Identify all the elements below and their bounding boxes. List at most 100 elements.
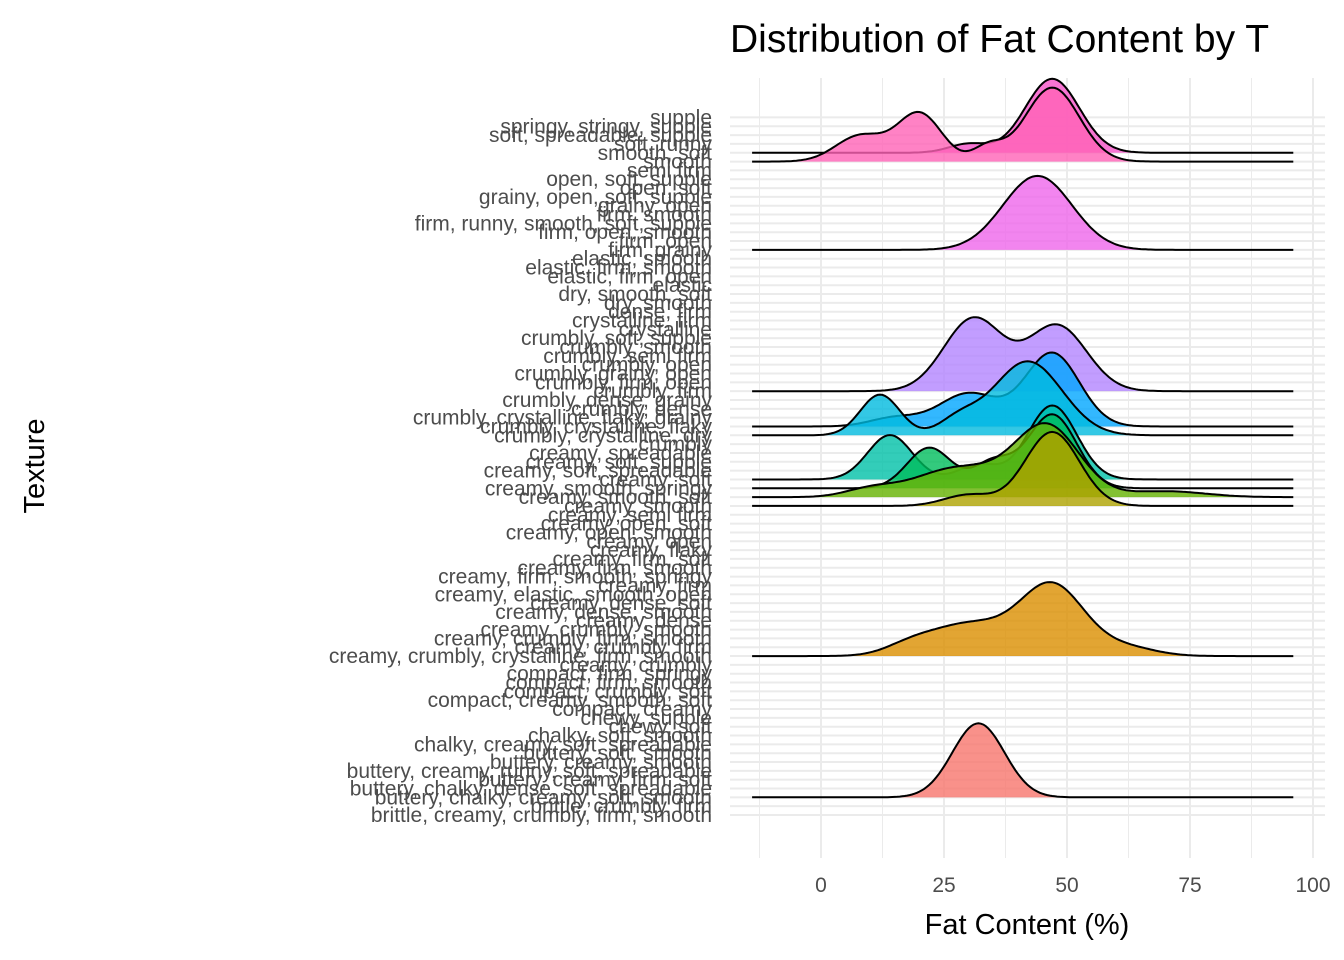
ridge-fill: [752, 582, 1294, 657]
y-tick-label: compact, creamy: [552, 698, 712, 721]
y-tick-label: buttery, soft, smooth: [523, 742, 712, 765]
ridge-outline: [752, 360, 1294, 437]
y-tick-label: creamy, firm, smooth, springy: [438, 566, 712, 589]
y-tick-label: crumbly: [638, 433, 712, 456]
y-tick-label: soft, spreadable, supple: [489, 124, 712, 147]
ridge-fill: [752, 361, 1294, 436]
y-tick-label: creamy, firm, soft: [553, 548, 713, 571]
y-tick-label: creamy, crumbly, smooth: [481, 619, 712, 642]
y-tick-label: buttery, chalky, creamy, soft, smooth: [375, 786, 712, 809]
y-tick-label: open, soft, supple: [546, 168, 712, 191]
ridge-18: [752, 581, 1294, 658]
y-tick-label: compact, firm, smooth: [505, 672, 712, 695]
ridge-48: [752, 316, 1294, 393]
ridge-35: [752, 430, 1294, 507]
y-tick-label: creamy, semi firm: [548, 504, 712, 527]
y-tick-label: firm, runny, smooth, soft, supple: [415, 212, 712, 235]
y-tick-label: creamy, flaky: [590, 539, 713, 562]
y-tick-label: elastic: [652, 274, 712, 297]
y-tick-label: buttery, creamy, firm, soft: [478, 769, 712, 792]
x-tick-labels: 0 25 50 75 100: [815, 874, 1330, 897]
y-tick-label: crumbly, smooth: [560, 336, 713, 359]
ridge-fill: [752, 175, 1294, 250]
y-tick-label: brittle, crumbly, firm: [530, 795, 712, 818]
y-tick-label: creamy, elastic, smooth, open: [435, 583, 712, 606]
y-tick-label: creamy, firm: [598, 574, 712, 597]
y-tick-label: firm, grainy: [608, 239, 712, 262]
x-tick-label: 25: [932, 874, 955, 897]
y-tick-label: supple: [650, 106, 712, 129]
y-tick-label: smooth, soft: [598, 142, 713, 165]
y-tick-label: creamy, smooth, soft: [519, 486, 713, 509]
y-tick-label: creamy, smooth, springy: [485, 477, 713, 500]
y-tick-label: creamy, soft, supple: [526, 451, 712, 474]
y-tick-label: creamy, crumbly, crystalline, firm, smoo…: [329, 645, 712, 668]
y-tick-label: grainy, open, soft, supple: [479, 186, 712, 209]
chart-title: Distribution of Fat Content by T: [730, 18, 1269, 61]
y-tick-label: creamy, crumbly: [560, 654, 713, 677]
y-tick-label: creamy, crumbly, firm: [514, 636, 712, 659]
y-tick-label: creamy, dense: [576, 610, 712, 633]
y-tick-label: firm, smooth: [596, 204, 712, 227]
ridge-fill: [752, 317, 1294, 392]
ridge-outline: [752, 86, 1294, 163]
y-tick-label: creamy, open, smooth: [506, 521, 712, 544]
x-tick-label: 100: [1295, 874, 1330, 897]
ridge-36: [752, 422, 1294, 499]
y-tick-label: crumbly, semi firm: [543, 345, 712, 368]
y-tick-label: dense, firm: [608, 301, 712, 324]
y-tick-label: elastic, firm, smooth: [525, 257, 712, 280]
y-tick-label: crumbly, soft, supple: [521, 327, 712, 350]
y-tick-label: crumbly, firm: [593, 380, 712, 403]
y-tick-label: soft, runny: [614, 133, 713, 156]
x-tick-label: 50: [1055, 874, 1078, 897]
y-tick-label: open, soft: [620, 177, 712, 200]
y-tick-label: smooth: [643, 151, 712, 174]
y-tick-label: firm, open, smooth: [538, 221, 712, 244]
ridge-fill: [752, 423, 1294, 498]
y-tick-label: elastic, firm, open: [547, 265, 712, 288]
y-tick-label: creamy, open: [586, 530, 712, 553]
ridges: [752, 77, 1294, 799]
y-tick-label: creamy, firm, smooth: [518, 557, 712, 580]
y-tick-label: chewy, soft: [609, 716, 713, 739]
y-tick-label: brittle, creamy, crumbly, firm, smooth: [371, 804, 712, 827]
y-tick-label: chalky, soft, smooth: [528, 725, 712, 748]
y-tick-label: chewy, supple: [580, 707, 712, 730]
x-tick-label: 0: [815, 874, 827, 897]
y-tick-label: creamy, dense, soft: [530, 592, 712, 615]
y-tick-label: crumbly, dense: [571, 398, 712, 421]
y-tick-label: creamy, crumbly, firm, smooth: [434, 627, 712, 650]
y-tick-label: buttery, creamy, runny, soft, spreadable: [347, 760, 712, 783]
y-tick-label: creamy, dense, smooth: [495, 601, 712, 624]
y-tick-label: creamy, soft, spreadable: [484, 460, 712, 483]
y-tick-label: grainy, open: [598, 195, 712, 218]
y-tick-label: crumbly, dense, grainy: [502, 389, 712, 412]
y-tick-label: crumbly, crystalline, dry: [494, 424, 712, 447]
y-tick-label: compact, crumbly, soft: [503, 680, 712, 703]
ridge-43: [752, 360, 1294, 437]
ridge-outline: [752, 174, 1294, 251]
ridge-64: [752, 174, 1294, 251]
ridge-fill: [752, 431, 1294, 506]
y-tick-label: crystalline, firm: [572, 310, 712, 333]
y-tick-label: creamy, spreadable: [529, 442, 712, 465]
y-tick-label: buttery, chalky, dense, soft, spreadable: [350, 778, 712, 801]
ridge-74: [752, 86, 1294, 163]
y-tick-label: dry, smooth: [604, 292, 712, 315]
y-tick-label: crystalline: [619, 318, 712, 341]
y-tick-label: dry, smooth, soft: [558, 283, 712, 306]
ridge-fill: [752, 87, 1294, 162]
y-tick-label: crumbly, open: [582, 354, 712, 377]
ridge-fill: [752, 723, 1294, 798]
ridge-2: [752, 722, 1294, 799]
y-tick-labels: brittle, creamy, crumbly, firm, smoothbr…: [329, 106, 713, 827]
y-tick-label: springy, stringy, supple: [500, 115, 712, 138]
y-tick-label: compact, firm, springy: [507, 663, 713, 686]
ridge-outline: [752, 430, 1294, 507]
ridge-fill: [752, 78, 1294, 153]
x-axis-title: Fat Content (%): [925, 909, 1130, 941]
ridge-outline: [752, 581, 1294, 658]
y-tick-label: elastic, smooth: [572, 248, 712, 271]
